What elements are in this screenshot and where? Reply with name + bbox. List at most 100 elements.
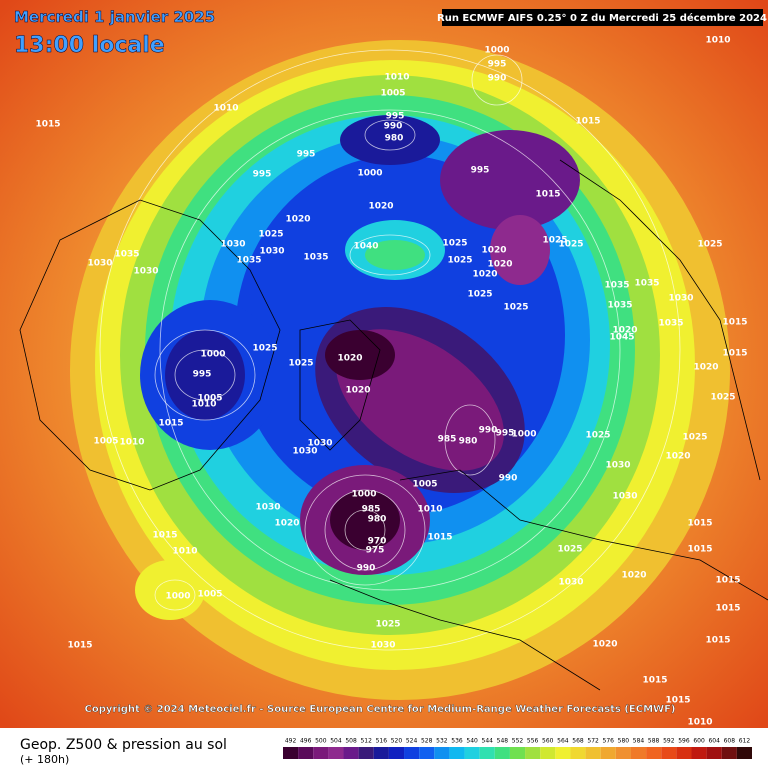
pressure-label: 1010 [213, 104, 238, 114]
pressure-label: 1020 [274, 519, 299, 529]
pressure-label: 1020 [487, 260, 512, 270]
pressure-label: 1020 [693, 363, 718, 373]
legend-swatch [449, 747, 465, 759]
legend-swatch [464, 747, 480, 759]
pressure-label: 1015 [715, 604, 740, 614]
legend-label: 532 [436, 738, 448, 745]
pressure-label: 1025 [258, 230, 283, 240]
pressure-label: 990 [499, 474, 518, 484]
pressure-label: 1030 [558, 578, 583, 588]
pressure-label: 1040 [353, 242, 378, 252]
legend-label: 588 [648, 738, 660, 745]
legend-swatch [721, 747, 737, 759]
legend-swatch [691, 747, 707, 759]
pressure-label: 1015 [687, 519, 712, 529]
pressure-label: 995 [471, 166, 490, 176]
legend-swatch [706, 747, 722, 759]
pressure-labels: 1010100099599010101005101010159959909801… [35, 36, 747, 728]
pressure-label: 995 [496, 429, 515, 439]
pressure-label: 1025 [503, 303, 528, 313]
pressure-label: 1025 [682, 433, 707, 443]
pressure-label: 1025 [252, 344, 277, 354]
coastlines [19, 159, 768, 691]
pressure-label: 1015 [427, 533, 452, 543]
pressure-label: 1035 [634, 279, 659, 289]
legend-label: 508 [345, 738, 357, 745]
legend-swatch [298, 747, 314, 759]
pressure-label: 995 [386, 112, 405, 122]
pressure-label: 1020 [337, 354, 362, 364]
pressure-label: 1010 [119, 438, 144, 448]
pressure-label: 1025 [710, 393, 735, 403]
geopotential-field [70, 40, 730, 700]
pressure-label: 1025 [585, 431, 610, 441]
pressure-label: 995 [253, 170, 272, 180]
pressure-label: 1015 [722, 349, 747, 359]
pressure-label: 990 [357, 564, 376, 574]
legend-swatch [661, 747, 677, 759]
legend-label: 596 [678, 738, 690, 745]
pressure-label: 1020 [368, 202, 393, 212]
legend-label: 500 [315, 738, 327, 745]
pressure-label: 1035 [303, 253, 328, 263]
pressure-label: 1005 [197, 394, 222, 404]
legend-label: 572 [587, 738, 599, 745]
legend-label: 592 [663, 738, 675, 745]
pressure-label: 1015 [35, 120, 60, 130]
pressure-label: 1015 [575, 117, 600, 127]
pressure-label: 1005 [197, 590, 222, 600]
legend-swatch [540, 747, 556, 759]
legend-label: 552 [512, 738, 524, 745]
pressure-label: 1000 [357, 169, 382, 179]
pressure-label: 985 [438, 435, 457, 445]
legend-swatch [570, 747, 586, 759]
pressure-label: 1000 [351, 490, 376, 500]
pressure-label: 1025 [542, 236, 567, 246]
legend-label: 524 [406, 738, 418, 745]
pressure-label: 1025 [447, 256, 472, 266]
legend-swatch [343, 747, 359, 759]
legend: 492 496 500 504 508 512 516 520 524 528 532 536 540 5… [283, 738, 752, 759]
pressure-label: 1010 [417, 505, 442, 515]
legend-swatch [585, 747, 601, 759]
legend-label: 612 [739, 738, 751, 745]
pressure-label: 1015 [705, 636, 730, 646]
pressure-label: 1015 [687, 545, 712, 555]
legend-label: 520 [391, 738, 403, 745]
footer-lead: (+ 180h) [20, 753, 69, 766]
pressure-label: 1020 [481, 246, 506, 256]
pressure-label: 1030 [605, 461, 630, 471]
legend-label: 544 [482, 738, 494, 745]
pressure-label: 995 [488, 60, 507, 70]
legend-label: 496 [300, 738, 312, 745]
pressure-label: 1025 [375, 620, 400, 630]
legend-swatch [600, 747, 616, 759]
pressure-label: 990 [479, 426, 498, 436]
pressure-label: 980 [368, 515, 387, 525]
pressure-label: 1030 [259, 247, 284, 257]
forecast-time: 13:00 locale [14, 33, 165, 58]
legend-label: 540 [466, 738, 478, 745]
legend-swatch [509, 747, 526, 759]
pressure-label: 990 [384, 122, 403, 132]
legend-label: 600 [693, 738, 705, 745]
pressure-label: 1000 [200, 350, 225, 360]
pressure-label: 1020 [612, 326, 637, 336]
pressure-label: 1030 [370, 641, 395, 651]
legend-swatch [283, 747, 299, 759]
legend-swatch [494, 747, 510, 759]
pressure-label: 970 [368, 537, 387, 547]
legend-label: 564 [557, 738, 569, 745]
pressure-label: 1025 [697, 240, 722, 250]
legend-label: 584 [633, 738, 645, 745]
pressure-label: 1025 [288, 359, 313, 369]
pressure-label: 1020 [621, 571, 646, 581]
pressure-label: 1000 [484, 46, 509, 56]
legend-label: 576 [603, 738, 615, 745]
legend-swatch [434, 747, 450, 759]
legend-swatch [373, 747, 389, 759]
legend-label: 560 [542, 738, 554, 745]
pressure-label: 1035 [604, 281, 629, 291]
pressure-label: 1045 [609, 333, 634, 343]
